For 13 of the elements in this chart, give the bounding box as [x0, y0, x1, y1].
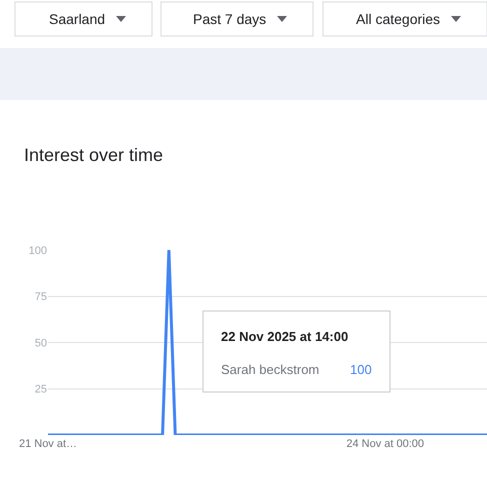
annotation: 22 Nov 2025 at 14:00: [221, 329, 348, 344]
y-tick-label: 100: [28, 244, 47, 257]
y-tick-label: 25: [34, 384, 47, 396]
chart-title: Interest over time: [24, 145, 164, 165]
x-tick-label: 24 Nov at 00:00: [346, 438, 424, 450]
y-tick-label: 50: [34, 337, 47, 350]
text: Sarah beckstrom: [221, 362, 320, 377]
text: All categories: [356, 11, 440, 27]
text: Past 7 days: [193, 11, 266, 27]
annotation: 100: [350, 362, 372, 377]
text: Saarland: [49, 11, 106, 27]
x-tick-label: 21 Nov at…: [18, 438, 78, 450]
y-tick-label: 75: [34, 291, 47, 304]
